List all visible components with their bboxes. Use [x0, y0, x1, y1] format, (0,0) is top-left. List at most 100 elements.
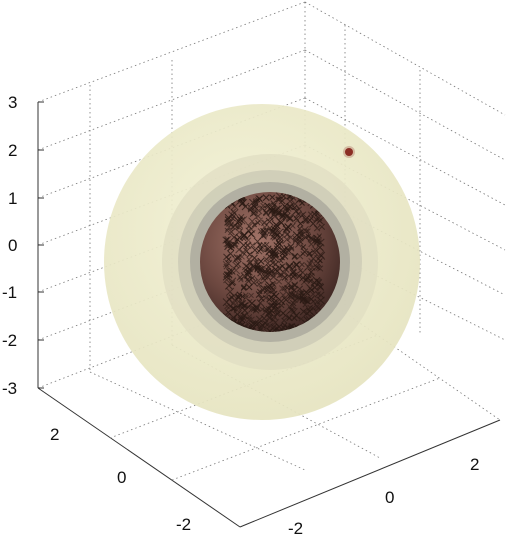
cluster-point [251, 202, 257, 209]
outlier-point-halo [343, 146, 355, 158]
cluster-point [250, 320, 256, 327]
cluster-point [256, 299, 265, 307]
cluster-point [309, 254, 318, 263]
cluster-point [254, 276, 263, 285]
cluster-point [292, 311, 301, 320]
cluster-point [263, 328, 273, 332]
cluster-point [312, 246, 319, 253]
cluster-point [275, 192, 284, 201]
cluster-point [311, 283, 319, 292]
cluster-point [317, 291, 325, 299]
cluster-point [246, 284, 253, 291]
cluster-point [233, 306, 241, 314]
cluster-point [284, 223, 292, 231]
cluster-point [225, 309, 232, 316]
cluster-point [271, 202, 277, 208]
cluster-point [236, 222, 244, 229]
cluster-point [288, 291, 294, 297]
cluster-point [258, 266, 266, 274]
cluster-point [271, 299, 278, 306]
cluster-point [293, 261, 300, 268]
cluster-point [240, 272, 249, 280]
y-axis-line [239, 419, 501, 528]
cluster-point [281, 311, 290, 320]
cluster-point [261, 229, 269, 237]
cluster-point [308, 215, 315, 221]
cluster-point [278, 302, 285, 309]
cluster-point [225, 256, 232, 263]
cluster-point [263, 306, 270, 313]
cluster-point [240, 231, 249, 240]
cluster-point [229, 280, 236, 287]
cluster-point [291, 253, 298, 260]
cluster-point [273, 222, 281, 230]
cluster-point [273, 298, 281, 306]
cluster-point [249, 242, 256, 249]
cluster-point [260, 202, 266, 209]
cluster-point [224, 237, 230, 243]
cluster-point [274, 232, 281, 239]
z-tick-label: -1 [2, 283, 17, 302]
cluster-point [246, 223, 253, 230]
cluster-point [307, 268, 316, 276]
cluster-point [234, 224, 240, 230]
y-tick-label: 0 [385, 488, 394, 507]
cluster-point [297, 220, 304, 227]
z-tick-label: 1 [8, 189, 17, 208]
cluster-point [242, 294, 249, 301]
cluster-point [296, 285, 304, 293]
cluster-point [307, 304, 314, 311]
cluster-point [228, 228, 235, 236]
cluster-point [252, 199, 259, 205]
cluster-point [288, 285, 294, 291]
cluster-point [304, 290, 311, 297]
cluster-point [313, 303, 321, 311]
z-tick-label: 0 [8, 236, 17, 255]
cluster-point [286, 233, 295, 242]
cluster-point [223, 263, 230, 270]
cluster-point [263, 210, 270, 217]
cluster-point [248, 292, 254, 299]
cluster-point [260, 241, 267, 248]
cluster-point [234, 217, 243, 226]
cluster-point [272, 305, 281, 314]
cluster-point [318, 223, 326, 231]
cluster-point [233, 241, 239, 248]
cluster-point [246, 266, 253, 273]
cluster-point [275, 209, 282, 216]
cluster-point [292, 271, 299, 278]
cluster-point [226, 296, 233, 302]
cluster-point [265, 252, 274, 261]
cluster-point [303, 276, 311, 283]
cluster-point [288, 246, 295, 252]
cluster-point [302, 302, 308, 308]
cluster-point [224, 281, 233, 290]
z-ticks [38, 101, 44, 389]
cluster-point [272, 260, 280, 268]
cluster-point [240, 284, 247, 291]
cluster-point [251, 254, 258, 262]
cluster-point [266, 308, 274, 316]
cluster-point [253, 305, 261, 312]
cluster-point [238, 200, 246, 207]
cluster-point [261, 273, 269, 280]
cluster-point [273, 205, 281, 213]
cluster-point [235, 224, 243, 231]
cluster-point [251, 263, 258, 271]
cluster-point [224, 241, 233, 251]
cluster-point [289, 222, 296, 229]
cluster-point [286, 315, 293, 322]
cluster-point [267, 267, 275, 275]
cluster-point [235, 234, 244, 242]
cluster-point [255, 315, 264, 323]
cluster-point [307, 250, 313, 257]
cluster-point [281, 253, 289, 260]
cluster-point [280, 248, 288, 257]
cluster-point [270, 225, 276, 231]
cluster-point [303, 297, 311, 305]
cluster-point [268, 206, 275, 214]
cluster-point [226, 268, 233, 275]
x-tick-label: -2 [176, 515, 191, 534]
x-tick-label: 0 [117, 468, 126, 487]
